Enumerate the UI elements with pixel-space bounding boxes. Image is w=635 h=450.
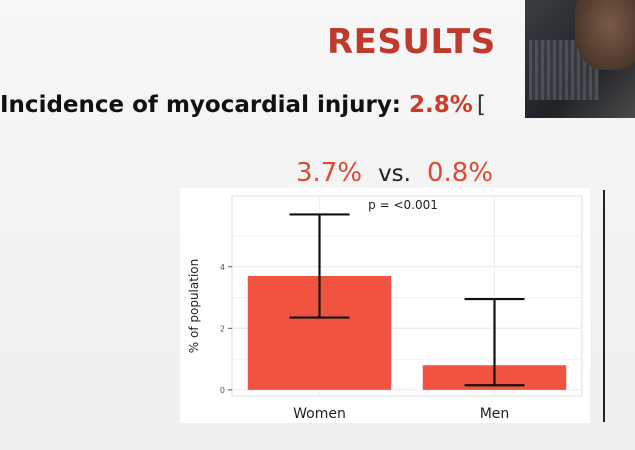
headline-value: 2.8%: [409, 92, 473, 118]
webcam-overlay: [525, 0, 635, 118]
divider-line: [603, 190, 605, 422]
slide-title: RESULTS: [327, 22, 496, 62]
x-tick-label: Women: [293, 406, 346, 422]
comparison: 3.7% vs. 0.8%: [296, 158, 493, 188]
y-axis-label: % of population: [187, 259, 201, 353]
headline: Incidence of myocardial injury: 2.8%[: [0, 92, 486, 118]
x-tick-label: Men: [480, 406, 510, 422]
p-value-annotation: p = <0.001: [368, 198, 438, 212]
chart-container: 0 2 4 Women Men % of population p = <0.001: [180, 188, 590, 423]
comparison-vs: vs.: [378, 161, 411, 187]
comparison-left-value: 3.7%: [296, 158, 363, 188]
webcam-person: [575, 0, 635, 70]
y-tick-label: 2: [220, 324, 225, 333]
bar-chart: 0 2 4 Women Men % of population p = <0.001: [187, 195, 583, 422]
y-tick-label: 4: [220, 263, 225, 272]
comparison-right-value: 0.8%: [426, 158, 494, 188]
y-tick-label: 0: [220, 386, 225, 395]
headline-bracket: [: [476, 92, 486, 118]
headline-text: Incidence of myocardial injury:: [0, 92, 410, 118]
